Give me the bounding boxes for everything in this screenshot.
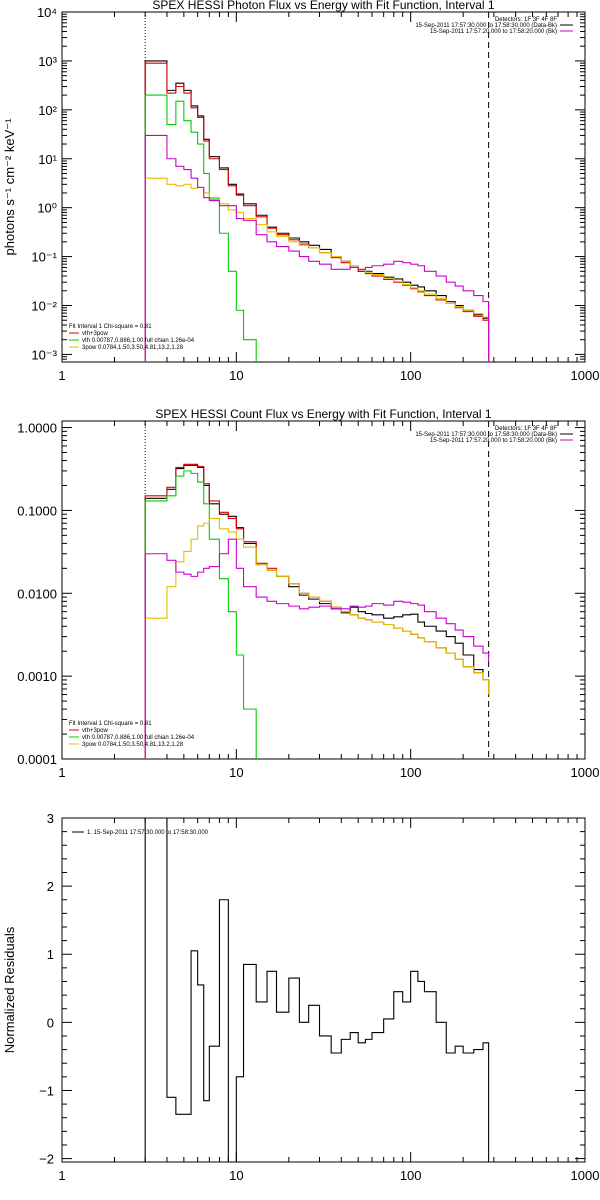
x-tick-label: 1 xyxy=(58,368,65,383)
y-axis-label: photons s⁻¹ cm⁻² keV⁻¹ xyxy=(2,118,17,256)
series-line-vth+3pow xyxy=(144,463,490,759)
plot-frame xyxy=(61,420,586,760)
x-axis: 1 10 100 1000 xyxy=(58,12,599,383)
x-tick-label: 1000 xyxy=(571,765,600,780)
plot-frame xyxy=(61,817,586,1163)
legend-text: vth+3pow xyxy=(82,728,109,734)
chart-title: SPEX HESSI Photon Flux vs Energy with Fi… xyxy=(152,0,494,12)
legend-text: 3pow 0.0784,1.50,3.50,4.81,13.2,1.28 xyxy=(82,345,184,351)
series-line-vth+3pow xyxy=(144,62,490,362)
photon-flux-panel: SPEX HESSI Photon Flux vs Energy with Fi… xyxy=(2,0,599,383)
y-tick-label: 0 xyxy=(47,1015,54,1030)
series-line-Bk xyxy=(144,538,490,759)
y-tick-label: 10³ xyxy=(38,54,57,69)
legend-text: Fit Interval 1 Chi-square = 0.81 xyxy=(69,721,152,727)
legend-bottom-left: Fit Interval 1 Chi-square = 0.81vth+3pow… xyxy=(69,721,195,748)
x-axis: 1 10 100 1000 xyxy=(58,818,599,1183)
legend-text: vth+3pow xyxy=(82,331,109,337)
y-axis-label: Normalized Residuals xyxy=(2,926,17,1053)
legend-text: vth 0.00787,0.886,1.00 full chian 1.26e-… xyxy=(82,735,195,741)
y-tick-label: 10⁰ xyxy=(37,201,57,216)
y-tick-label: 10⁴ xyxy=(37,5,57,20)
y-tick-label: 0.0010 xyxy=(17,669,57,684)
y-tick-label: 0.1000 xyxy=(17,503,57,518)
chart-title: SPEX HESSI Count Flux vs Energy with Fit… xyxy=(155,407,491,421)
y-tick-label: 3 xyxy=(47,811,54,826)
legend-text: 1. 15-Sep-2011 17:57:30.000 to 17:58:30.… xyxy=(87,830,209,836)
legend-text: Detectors: 1F 3F 4F 8F xyxy=(495,17,557,23)
y-tick-label: 10⁻¹ xyxy=(31,250,57,265)
legend-text: vth 0.00787,0.886,1.00 full chian 1.26e-… xyxy=(82,338,195,344)
series-group xyxy=(144,818,490,1162)
legend-text: 15-Sep-2011 17:57:20.000 to 17:58:20.000… xyxy=(430,29,557,35)
y-tick-label: −2 xyxy=(39,1152,54,1167)
y-tick-label: 10¹ xyxy=(38,152,57,167)
x-tick-label: 1 xyxy=(58,1168,65,1183)
y-tick-label: 1.0000 xyxy=(17,421,57,436)
series-line-vth xyxy=(144,470,257,759)
legend-bottom-left: Fit Interval 1 Chi-square = 0.81vth+3pow… xyxy=(69,324,195,351)
residuals-panel: 1 10 100 1000 −2 −1 0 1 2 3 Normalized Residuals 1.… xyxy=(2,811,599,1183)
count-flux-panel: SPEX HESSI Count Flux vs Energy with Fit… xyxy=(17,407,599,780)
series-line-1. 15-Sep-2011 17:57:30.000 to 17:58:30.000 xyxy=(144,818,490,1162)
y-axis: 10⁻³ 10⁻² 10⁻¹ 10⁰ 10¹ 10² 10³ 10⁴ xyxy=(31,5,585,363)
y-tick-label: 10⁻² xyxy=(31,299,57,314)
x-tick-label: 100 xyxy=(400,765,422,780)
series-line-Data-Bk xyxy=(144,464,490,759)
legend-residuals: 1. 15-Sep-2011 17:57:30.000 to 17:58:30.… xyxy=(72,830,209,836)
y-tick-label: 10² xyxy=(38,103,57,118)
legend-text: 3pow 0.0784,1.50,3.50,4.81,13.2,1.28 xyxy=(82,742,184,748)
plot-frame xyxy=(61,11,586,363)
series-line-3pow xyxy=(144,517,490,759)
x-tick-label: 1 xyxy=(58,765,65,780)
x-tick-label: 100 xyxy=(400,368,422,383)
series-line-3pow xyxy=(144,177,490,362)
series-group xyxy=(144,60,490,362)
legend-text: 15-Sep-2011 17:57:20.000 to 17:58:20.000… xyxy=(430,438,557,444)
series-line-Bk xyxy=(144,134,490,362)
legend-text: Fit Interval 1 Chi-square = 0.81 xyxy=(69,324,152,330)
x-tick-label: 1000 xyxy=(571,368,600,383)
x-tick-label: 1000 xyxy=(571,1168,600,1183)
legend-text: 15-Sep-2011 17:57:30.000 to 17:58:30.000… xyxy=(415,23,557,29)
y-tick-label: 1 xyxy=(47,947,54,962)
x-axis: 1 10 100 1000 xyxy=(58,421,599,780)
legend-text: Detectors: 1F 3F 4F 8F xyxy=(495,426,557,432)
y-tick-label: −1 xyxy=(39,1083,54,1098)
y-tick-label: 10⁻³ xyxy=(31,347,57,362)
series-line-vth xyxy=(144,94,257,362)
x-tick-label: 10 xyxy=(229,765,243,780)
y-axis: −2 −1 0 1 2 3 xyxy=(39,811,585,1167)
legend-text: 15-Sep-2011 17:57:30.000 to 17:58:30.000… xyxy=(415,432,557,438)
series-group xyxy=(144,463,490,759)
x-tick-label: 10 xyxy=(229,1168,243,1183)
y-tick-label: 0.0100 xyxy=(17,586,57,601)
y-tick-label: 0.0001 xyxy=(17,752,57,767)
x-tick-label: 100 xyxy=(400,1168,422,1183)
x-tick-label: 10 xyxy=(229,368,243,383)
series-line-Data-Bk xyxy=(144,60,490,362)
y-tick-label: 2 xyxy=(47,879,54,894)
y-axis: 0.0001 0.0010 0.0100 0.1000 1.0000 xyxy=(17,421,585,767)
